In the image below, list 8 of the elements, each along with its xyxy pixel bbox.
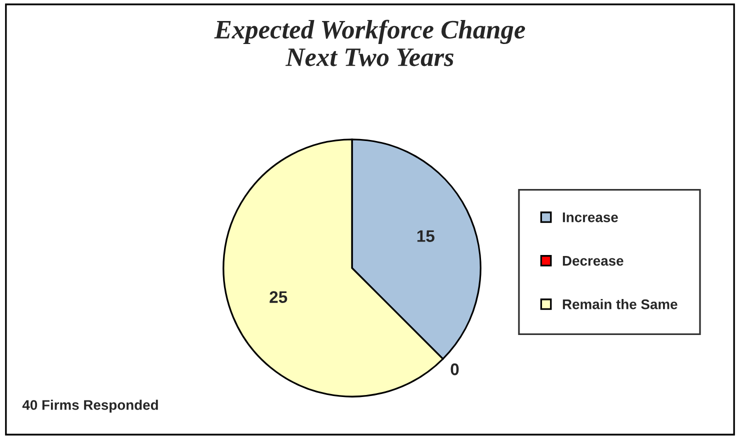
legend-label: Remain the Same (562, 299, 678, 310)
data-label: 15 (417, 230, 434, 242)
legend-label: Increase (562, 212, 618, 222)
legend-label: Decrease (562, 256, 624, 266)
text: 0 (450, 363, 459, 376)
text: 40 Firms Responded (22, 400, 158, 413)
data-label: 25 (270, 291, 288, 303)
chart-title: Expected Workforce Change Next Two Years (214, 20, 526, 66)
